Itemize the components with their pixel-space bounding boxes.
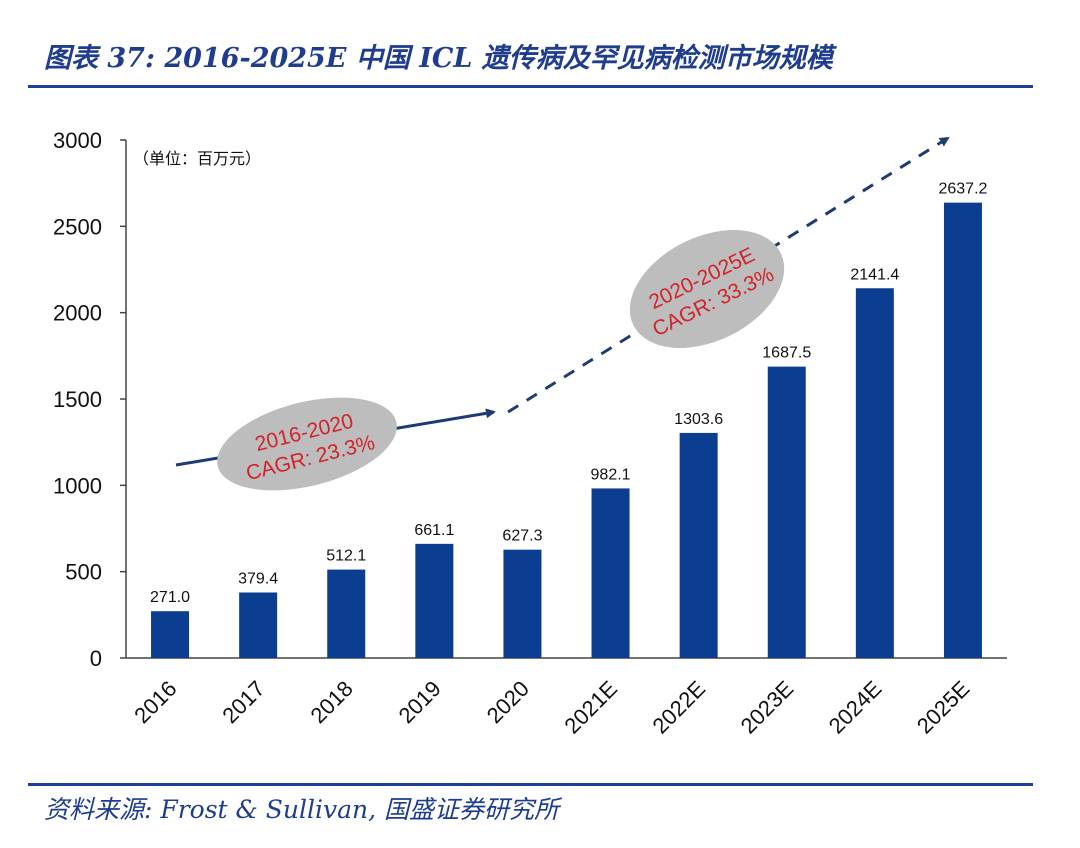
unit-label: （单位：百万元） [133,149,261,168]
x-tick-label: 2017 [217,676,269,728]
bar-value-label: 512.1 [326,548,366,565]
x-tick-label: 2025E [912,676,975,739]
y-tick-label: 0 [90,646,102,671]
bar-value-label: 271.0 [150,589,190,606]
title-rule [28,85,1033,88]
annotation-bubble [217,397,397,491]
bar-value-label: 982.1 [591,466,631,483]
bar [415,543,454,658]
y-tick-label: 500 [65,560,102,585]
bar [151,611,190,658]
bar-value-label: 1687.5 [762,345,811,362]
source-rule [28,783,1033,786]
bar [591,488,630,658]
bar [767,366,806,658]
y-tick-label: 1500 [53,387,102,412]
bar [327,569,366,658]
x-tick-label: 2019 [394,676,446,728]
bar-value-label: 2141.4 [850,266,899,283]
bar [239,592,278,658]
bar-value-label: 661.1 [414,522,454,539]
x-tick-label: 2024E [824,676,887,739]
chart-title: 图表 37: 2016-2025E 中国 ICL 遗传病及罕见病检测市场规模 [44,43,833,74]
x-tick-label: 2016 [129,676,181,728]
bar [855,288,894,658]
bar-value-label: 379.4 [238,570,278,587]
y-tick-label: 2000 [53,301,102,326]
annotation-bubble [629,230,785,348]
x-tick-label: 2020 [482,676,534,728]
y-tick-label: 2500 [53,214,102,239]
x-tick-label: 2018 [305,676,357,728]
bar-value-label: 627.3 [502,528,542,545]
y-tick-label: 1000 [53,473,102,498]
bar-value-label: 2637.2 [938,181,987,198]
bar [943,202,982,658]
bar-value-label: 1303.6 [674,411,723,428]
bar [503,549,542,658]
bar [679,432,718,658]
x-tick-label: 2023E [736,676,799,739]
x-tick-label: 2021E [559,676,622,739]
x-tick-label: 2022E [648,676,711,739]
source-note: 资料来源: Frost & Sullivan, 国盛证券研究所 [44,795,559,824]
y-tick-label: 3000 [53,128,102,153]
